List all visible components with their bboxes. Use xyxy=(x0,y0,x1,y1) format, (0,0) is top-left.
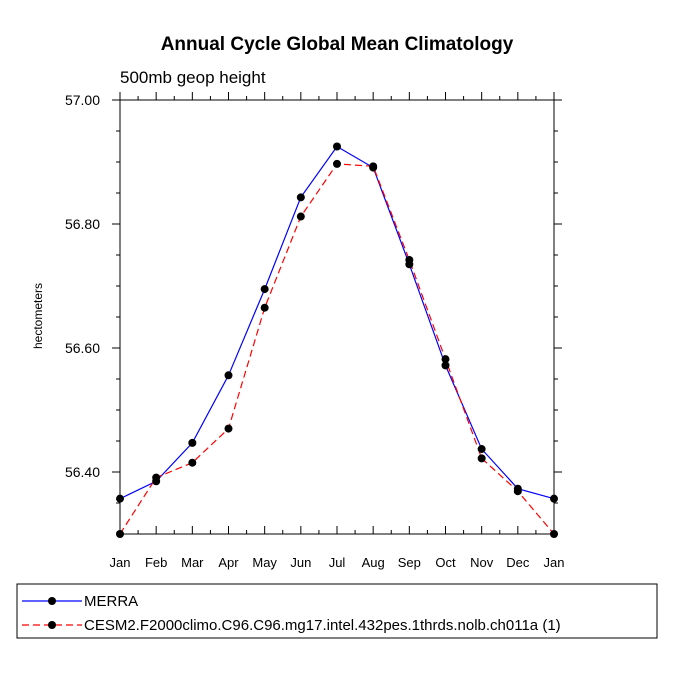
series-line-1 xyxy=(119,145,555,500)
series-2-point xyxy=(477,454,486,463)
ticks-layer: Jan Feb Mar Apr May Jun Jul Aug Sep Oct Nov Dec Jan 5… xyxy=(65,92,565,570)
y-tick-label: 56.40 xyxy=(65,464,100,480)
y-tick-label: 56.80 xyxy=(65,216,100,232)
series-2-point xyxy=(188,458,197,467)
x-tick-label: Jun xyxy=(290,555,311,570)
x-tick-label: Feb xyxy=(145,555,167,570)
series-2-point xyxy=(260,303,269,312)
legend-marker-2 xyxy=(48,621,56,629)
series-2-point xyxy=(333,159,341,168)
series-2-point xyxy=(441,355,450,364)
x-tick-label: Jan xyxy=(544,555,565,570)
x-tick-label: Jul xyxy=(329,555,346,570)
x-tick-label: Oct xyxy=(435,555,456,570)
legend-marker-1 xyxy=(48,597,56,605)
legend: MERRA CESM2.F2000climo.C96.C96.mg17.intel… xyxy=(22,593,561,634)
series-1-point xyxy=(116,494,124,503)
series-line-2 xyxy=(119,163,555,535)
series-2-point xyxy=(550,530,558,538)
series-layer xyxy=(116,142,558,538)
series-1-point xyxy=(260,285,269,294)
x-tick-label: Dec xyxy=(506,555,530,570)
series-2-point xyxy=(405,255,414,264)
x-tick-label: Jan xyxy=(110,555,131,570)
series-1-point xyxy=(441,361,450,370)
series-1-point xyxy=(333,142,341,151)
x-tick-label: Sep xyxy=(398,555,421,570)
chart-title: Annual Cycle Global Mean Climatology xyxy=(161,34,514,55)
legend-box xyxy=(16,583,658,639)
x-tick-label: Apr xyxy=(218,555,239,570)
x-tick-label: May xyxy=(252,555,277,570)
series-2-point xyxy=(152,473,161,482)
series-1-point xyxy=(224,371,233,380)
series-1-point xyxy=(296,193,305,202)
series-2-point xyxy=(513,487,522,496)
legend-label-1: MERRA xyxy=(84,593,138,610)
x-tick-label: Aug xyxy=(362,555,385,570)
y-axis-label: hectometers xyxy=(31,283,45,349)
series-2-point xyxy=(116,530,124,538)
y-tick-label: 56.60 xyxy=(65,340,100,356)
x-tick-label: Nov xyxy=(470,555,494,570)
legend-label-2: CESM2.F2000climo.C96.C96.mg17.intel.432p… xyxy=(84,617,561,634)
series-2-point xyxy=(224,424,233,433)
x-tick-label: Mar xyxy=(181,555,204,570)
series-2-point xyxy=(369,162,378,171)
y-tick-label: 57.00 xyxy=(65,92,100,108)
series-1-point xyxy=(550,494,558,503)
series-1-point xyxy=(477,445,486,454)
series-2-point xyxy=(296,212,305,221)
chart-subtitle: 500mb geop height xyxy=(120,68,266,87)
series-1-point xyxy=(188,438,197,447)
